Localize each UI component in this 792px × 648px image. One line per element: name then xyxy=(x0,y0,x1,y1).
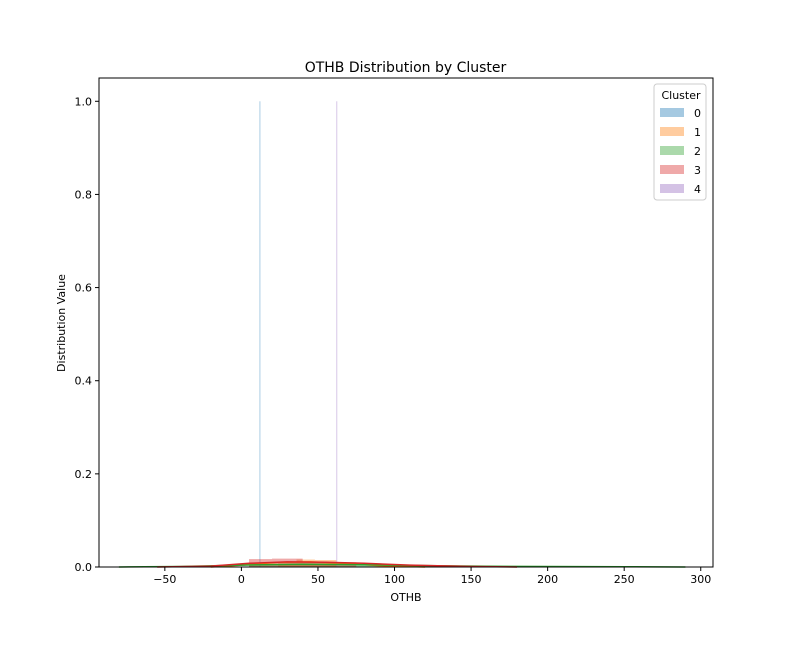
y-tick-label: 0.6 xyxy=(75,282,93,295)
legend-label-cluster-2: 2 xyxy=(694,145,701,158)
legend-swatch-cluster-1 xyxy=(660,127,684,136)
x-tick-label: 300 xyxy=(690,573,711,586)
y-tick-label: 0.8 xyxy=(75,188,93,201)
legend-label-cluster-1: 1 xyxy=(694,126,701,139)
x-tick-label: 100 xyxy=(384,573,405,586)
y-tick-label: 0.2 xyxy=(75,468,93,481)
y-tick-label: 1.0 xyxy=(75,95,93,108)
chart-title: OTHB Distribution by Cluster xyxy=(305,60,507,76)
legend-swatch-cluster-0 xyxy=(660,108,684,117)
y-axis-label: Distribution Value xyxy=(55,274,68,372)
x-axis: −50 0 50 100 150 200 250 300 xyxy=(153,567,711,586)
legend-label-cluster-0: 0 xyxy=(694,107,701,120)
y-axis: 0.0 0.2 0.4 0.6 0.8 1.0 xyxy=(75,95,99,574)
x-tick-label: −50 xyxy=(153,573,176,586)
legend-box xyxy=(653,83,707,201)
bar-cluster-0-0 xyxy=(259,101,261,568)
bar-cluster-2-1 xyxy=(310,564,372,567)
legend-label-cluster-3: 3 xyxy=(694,164,701,177)
x-axis-label: OTHB xyxy=(390,591,421,604)
kde-line-cluster-3 xyxy=(157,561,518,568)
plot-frame xyxy=(98,77,714,568)
legend-swatch-cluster-3 xyxy=(660,165,684,174)
bar-cluster-4-0 xyxy=(336,101,338,568)
x-tick-label: 200 xyxy=(537,573,558,586)
bar-cluster-2-0 xyxy=(249,564,311,567)
bar-cluster-1-1 xyxy=(296,559,315,567)
bar-cluster-1-2 xyxy=(314,560,337,567)
y-tick-label: 0.4 xyxy=(75,375,93,388)
legend-swatch-cluster-2 xyxy=(660,146,684,155)
x-tick-label: 0 xyxy=(238,573,245,586)
x-tick-label: 150 xyxy=(461,573,482,586)
legend-label-cluster-4: 4 xyxy=(694,183,701,196)
x-tick-label: 250 xyxy=(614,573,635,586)
legend-swatch-cluster-4 xyxy=(660,184,684,193)
legend: Cluster 0 1 2 3 4 xyxy=(653,83,707,201)
legend-title: Cluster xyxy=(661,89,701,102)
y-tick-label: 0.0 xyxy=(75,561,93,574)
x-tick-label: 50 xyxy=(311,573,325,586)
